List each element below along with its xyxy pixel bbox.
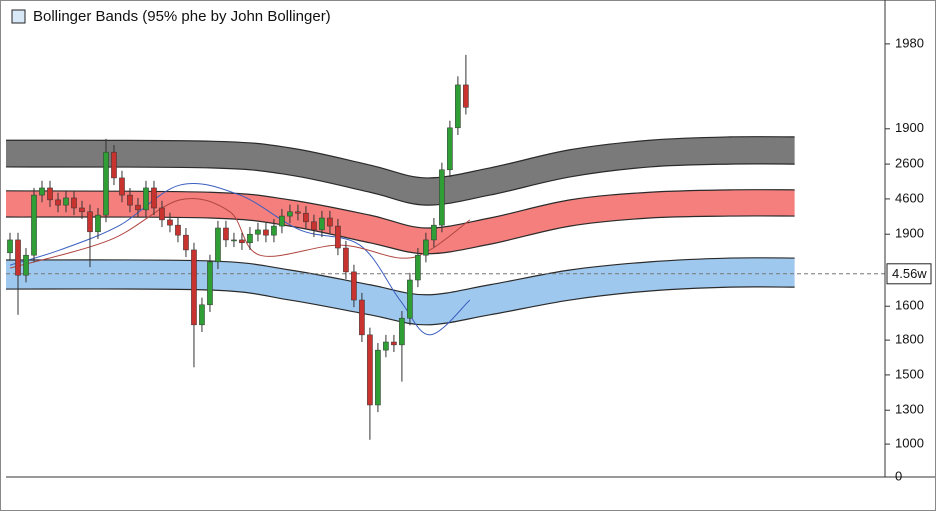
chart-title: Bollinger Bands (95% phe by John Bolling…	[33, 8, 331, 25]
band-fill	[6, 257, 795, 325]
candle-body	[447, 127, 453, 171]
candle-body	[119, 177, 125, 196]
y-tick-label: 1500	[895, 366, 924, 381]
candle-body	[263, 229, 269, 236]
y-tick-label: 1900	[895, 120, 924, 135]
band-fill	[6, 136, 795, 206]
y-tick-label: 4600	[895, 190, 924, 205]
candle-body	[111, 151, 117, 179]
candle-body	[23, 254, 29, 276]
price-label-box	[886, 263, 932, 285]
candle-body	[47, 187, 53, 201]
candle-body	[431, 224, 437, 241]
candle-body	[287, 211, 293, 217]
candle-body	[199, 304, 205, 326]
candle-body	[399, 317, 405, 346]
candle-body	[415, 254, 421, 281]
candle-body	[311, 221, 317, 231]
candle-body	[319, 217, 325, 231]
candle-body	[15, 239, 21, 276]
candle-body	[87, 211, 93, 233]
plot-area	[5, 54, 885, 440]
candle-body	[383, 341, 389, 351]
candle-body	[103, 151, 109, 216]
candle-body	[215, 227, 221, 263]
candle-body	[391, 341, 397, 346]
candle-body	[295, 211, 301, 214]
candle-body	[79, 207, 85, 213]
candle-body	[31, 194, 37, 256]
candle-body	[159, 207, 165, 221]
y-tick-label: 1000	[895, 436, 924, 451]
candle-body	[207, 261, 213, 306]
candle-body	[63, 197, 69, 206]
candle-body	[271, 225, 277, 236]
candle-body	[183, 234, 189, 251]
y-tick-label: 1300	[895, 402, 924, 417]
candle-body	[351, 271, 357, 301]
band-fill	[6, 189, 795, 254]
band-lower	[5, 215, 795, 255]
candle-body	[455, 84, 461, 129]
candle-body	[303, 212, 309, 223]
y-tick-label: 2600	[895, 156, 924, 171]
band-upper	[5, 189, 795, 229]
candle-body	[7, 239, 13, 254]
candle-body	[231, 239, 237, 242]
y-tick-label: 1900	[895, 226, 924, 241]
candle-body	[423, 239, 429, 256]
average-line	[9, 182, 471, 336]
candle-body	[335, 225, 341, 249]
candle-body	[175, 224, 181, 236]
candle-body	[359, 299, 365, 336]
candle-body	[407, 279, 413, 319]
candle-body	[191, 249, 197, 326]
candle-body	[463, 84, 469, 108]
price-label: 4.56w	[892, 266, 927, 281]
candle-body	[39, 187, 45, 196]
candle-body	[127, 194, 133, 206]
candle-body	[439, 169, 445, 226]
y-tick-label: 0	[895, 468, 902, 483]
candle-body	[151, 187, 157, 209]
candle-body	[343, 247, 349, 273]
candle-body	[135, 204, 141, 211]
candle-body	[367, 334, 373, 406]
candle-body	[143, 187, 149, 211]
candle-body	[223, 227, 229, 241]
candle-body	[167, 219, 173, 226]
candle-body	[375, 349, 381, 406]
candle-body	[55, 199, 61, 206]
candle-body	[239, 239, 245, 244]
candle-body	[95, 214, 101, 233]
candle-body	[247, 233, 253, 244]
y-tick-label: 1800	[895, 332, 924, 347]
candle-body	[279, 215, 285, 227]
y-tick-label: 1600	[895, 298, 924, 313]
y-tick-label: 1980	[895, 35, 924, 50]
candle-body	[71, 197, 77, 209]
legend-swatch	[11, 9, 26, 24]
candle-body	[255, 229, 261, 235]
candle-body	[327, 217, 333, 227]
